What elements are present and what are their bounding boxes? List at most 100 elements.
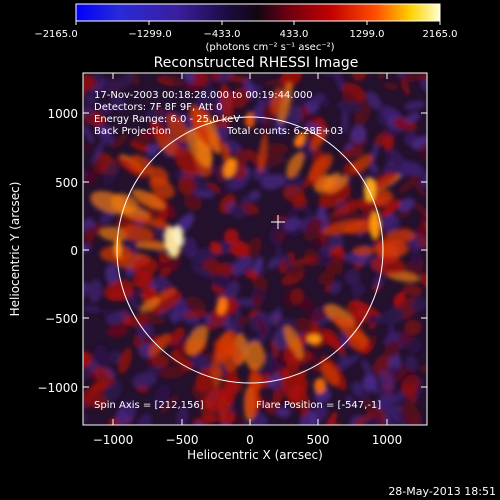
image-texture-blob — [283, 217, 302, 231]
image-texture-blob — [345, 395, 355, 406]
axis-ticks — [83, 73, 427, 425]
image-texture-blob — [318, 252, 333, 266]
image-texture-blob — [372, 189, 393, 207]
image-texture-blob — [83, 366, 90, 382]
image-texture-blob — [276, 407, 291, 418]
x-tick-label: 1000 — [372, 433, 403, 447]
image-texture-blob — [105, 310, 130, 325]
image-texture-blob — [135, 241, 175, 251]
image-texture-blob — [334, 73, 345, 91]
image-texture-blob — [224, 280, 240, 301]
image-texture-blob — [224, 228, 239, 244]
image-texture-blob — [104, 279, 134, 301]
annotation-detectors: Detectors: 7F 8F 9F, Att 0 — [94, 102, 222, 113]
image-texture-blob — [410, 174, 426, 198]
image-texture-blob — [258, 133, 268, 174]
image-texture-blob — [402, 284, 423, 296]
image-title: Reconstructed RHESSI Image — [154, 55, 359, 71]
image-texture-blob — [230, 204, 246, 220]
spin-axis-marker — [271, 215, 285, 229]
image-texture-blob — [232, 308, 241, 331]
image-texture-blob — [153, 384, 170, 409]
image-texture-blob — [230, 87, 250, 109]
image-texture-blob — [277, 82, 293, 124]
image-texture-blob — [362, 373, 377, 391]
image-texture-blob — [209, 241, 222, 255]
image-texture-blob — [384, 341, 401, 357]
image-texture-blob — [375, 386, 397, 403]
image-texture-blob — [114, 238, 122, 258]
image-texture-blob — [103, 79, 117, 94]
image-texture-blob — [244, 340, 265, 371]
image-texture-blob — [344, 269, 361, 286]
image-texture-blob — [93, 157, 103, 177]
image-texture-blob — [228, 240, 250, 258]
image-texture-blob — [129, 154, 153, 176]
image-texture-blob — [341, 106, 349, 134]
image-texture-blob — [418, 170, 427, 191]
image-texture-blob — [130, 214, 174, 230]
image-texture-blob — [222, 367, 239, 407]
image-texture-blob — [318, 270, 335, 285]
image-texture-blob — [362, 397, 379, 417]
image-texture-blob — [110, 95, 127, 111]
colorbar — [75, 3, 441, 22]
image-texture-blob — [168, 327, 185, 346]
image-texture-blob — [373, 274, 385, 290]
image-texture-blob — [366, 91, 382, 110]
title-area: Reconstructed RHESSI Image — [154, 55, 359, 71]
image-texture-blob — [369, 172, 397, 190]
image-texture-blob — [173, 146, 200, 177]
image-texture-blob — [369, 162, 379, 175]
image-texture-blob — [87, 279, 103, 303]
image-texture-blob — [273, 381, 285, 392]
image-texture-blob — [99, 103, 112, 115]
image-texture-blob — [314, 378, 326, 394]
image-texture-blob — [324, 411, 338, 425]
image-texture-blob — [401, 160, 425, 177]
image-texture-blob — [195, 87, 216, 110]
image-texture-blob — [193, 189, 215, 199]
image-texture-blob — [105, 264, 120, 287]
image-texture-blob — [170, 349, 184, 364]
image-texture-blob — [252, 293, 264, 309]
image-texture-blob — [384, 403, 401, 422]
image-texture-blob — [101, 125, 113, 137]
image-texture-blob — [289, 105, 303, 127]
image-texture-blob — [252, 164, 270, 182]
annotation-energy-range: Energy Range: 6.0 - 25.0 keV — [94, 114, 240, 125]
y-tick-label: 0 — [70, 244, 78, 258]
image-texture-blob — [172, 226, 184, 246]
image-texture-blob — [139, 298, 161, 312]
image-texture-blob — [118, 347, 132, 374]
image-texture-blob — [352, 73, 366, 82]
image-texture-blob — [211, 73, 220, 83]
image-texture-blob — [106, 324, 129, 338]
image-texture-blob — [396, 73, 408, 78]
solar-limb-circle — [116, 116, 384, 384]
x-axis-label: Heliocentric X (arcsec) — [187, 448, 323, 462]
image-texture-blob — [390, 149, 408, 175]
image-texture-blob — [176, 405, 189, 425]
image-texture-blob — [351, 282, 366, 298]
colorbar-tick-label: −2165.0 — [34, 29, 77, 40]
image-texture-blob — [245, 112, 255, 128]
image-texture-blob — [137, 413, 152, 425]
image-texture-blob — [192, 73, 209, 87]
image-texture-blob — [303, 217, 323, 242]
image-texture-blob — [398, 198, 415, 212]
image-texture-blob — [294, 92, 307, 106]
image-texture-blob — [310, 127, 328, 152]
y-tick-label: −1000 — [37, 381, 78, 395]
image-texture-blob — [382, 307, 405, 325]
image-texture-blob — [233, 149, 250, 165]
image-texture-blob — [84, 93, 97, 106]
image-texture-blob — [261, 174, 286, 190]
image-texture-blob — [241, 422, 256, 425]
image-texture-blob — [83, 145, 94, 153]
y-tick-label: 500 — [55, 176, 78, 190]
image-texture-blob — [86, 392, 109, 409]
image-texture-blob — [185, 326, 208, 356]
image-texture-blob — [268, 142, 289, 155]
image-texture-blob — [94, 344, 110, 368]
